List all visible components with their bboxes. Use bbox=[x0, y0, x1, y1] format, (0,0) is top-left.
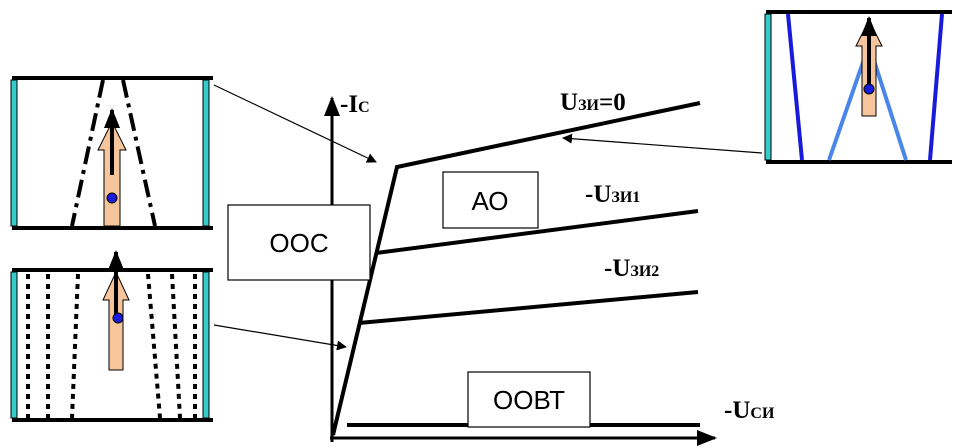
label-sub: ЗИ1 bbox=[611, 189, 640, 206]
curve-label: UЗИ=0 bbox=[560, 89, 626, 116]
inset-top-right bbox=[764, 10, 952, 164]
regions bbox=[227, 171, 591, 428]
inset-top-left bbox=[10, 76, 213, 230]
label-main: U bbox=[560, 89, 578, 116]
label-suffix: =0 bbox=[599, 89, 626, 116]
region-labels: ООС АО ООВТ bbox=[269, 186, 565, 415]
pointers bbox=[213, 84, 763, 351]
y-axis-label: -IC bbox=[340, 91, 370, 118]
region-ao: АО bbox=[472, 186, 509, 216]
label-main: -U bbox=[724, 397, 750, 424]
label-main: -U bbox=[585, 181, 611, 208]
label-main: -I bbox=[340, 91, 358, 118]
label-main: -U bbox=[604, 255, 630, 282]
region-oovt: ООВТ bbox=[493, 385, 565, 415]
label-sub: СИ bbox=[750, 405, 775, 422]
x-axis-label: -UСИ bbox=[724, 397, 775, 424]
label-sub: C bbox=[358, 99, 370, 116]
inset-bottom-left bbox=[10, 250, 213, 422]
curve-label: -UЗИ2 bbox=[604, 255, 659, 282]
region-ooc: ООС bbox=[269, 228, 328, 258]
label-sub: ЗИ2 bbox=[630, 263, 659, 280]
label-sub: ЗИ bbox=[578, 97, 599, 114]
curve-label: -UЗИ1 bbox=[585, 181, 640, 208]
